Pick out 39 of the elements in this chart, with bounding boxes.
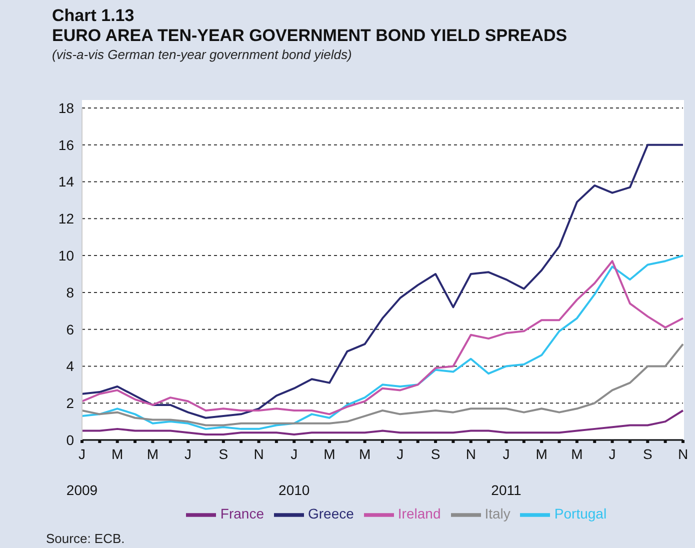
y-tick-label: 14: [58, 174, 74, 190]
legend-label: Portugal: [554, 506, 607, 522]
x-tick-label: M: [146, 446, 159, 462]
legend-label: Italy: [484, 506, 510, 522]
category-label: J 2010: [278, 446, 310, 498]
line-series: [81, 409, 684, 436]
category-label: J 2011: [491, 446, 522, 498]
y-tick-label: 8: [66, 284, 74, 300]
chart-subtitle: (vis-a-vis German ten-year government bond yields): [52, 47, 352, 62]
source-note: Source: ECB.: [46, 531, 125, 546]
x-tick-label: M: [536, 446, 548, 462]
legend-label: Ireland: [398, 506, 441, 522]
x-tick-label: N: [466, 446, 476, 462]
x-tick-label: M: [324, 446, 336, 462]
x-tick-label: M: [358, 446, 371, 462]
y-tick-label: 0: [66, 432, 74, 448]
legend-label: France: [220, 506, 264, 522]
x-tick-label: N: [254, 446, 264, 462]
x-tick-label: J: [184, 446, 192, 462]
legend-label: Greece: [308, 506, 354, 522]
x-tick-label: J: [608, 446, 616, 462]
y-tick-label: 6: [66, 321, 74, 338]
y-tick-label: 16: [58, 136, 74, 153]
x-tick-label: S: [218, 446, 228, 462]
x-tick-label: M: [571, 446, 583, 462]
y-tick-label: 18: [58, 100, 74, 116]
chart-title: Chart 1.13 EURO AREA TEN-YEAR GOVERNMENT BOND YIELD SPREADS: [52, 6, 568, 46]
x-tick-label: M: [112, 446, 124, 462]
x-tick-label: S: [430, 446, 440, 462]
line-series: [81, 144, 684, 419]
y-tick-label: 4: [66, 358, 74, 374]
y-tick-label: 12: [58, 210, 74, 227]
category-label: J 2009: [66, 446, 98, 498]
y-tick-label: 10: [58, 248, 74, 264]
x-tick-label: J: [396, 446, 404, 462]
x-tick-label: N: [678, 446, 688, 462]
line-series: [81, 343, 684, 426]
x-tick-label: S: [642, 446, 652, 462]
y-tick-label: 2: [66, 395, 74, 412]
